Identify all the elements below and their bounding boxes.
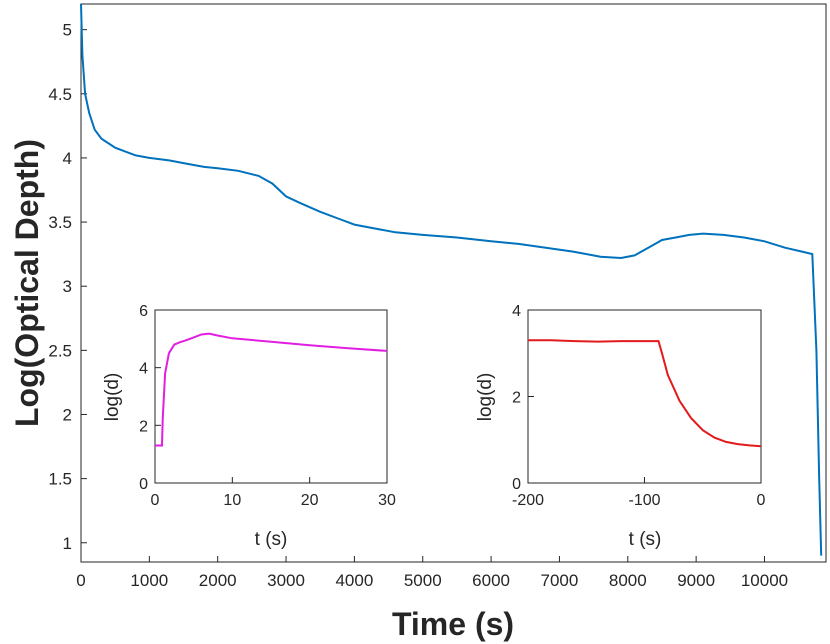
y-tick-label: 4.5 bbox=[48, 85, 72, 104]
x-tick-label: 8000 bbox=[609, 571, 647, 590]
x-tick-label: 30 bbox=[378, 492, 396, 509]
main-y-tick-labels: 1 1.5 2 2.5 3 3.5 4 4.5 5 bbox=[48, 21, 72, 553]
x-tick-label: 0 bbox=[757, 492, 766, 509]
y-tick-label: 1.5 bbox=[48, 470, 72, 489]
x-tick-label: 9000 bbox=[677, 571, 715, 590]
inset1-x-tick-labels: 0 10 20 30 bbox=[151, 492, 396, 509]
y-tick-label: 5 bbox=[63, 21, 72, 40]
inset-chart-2: -200 -100 0 0 2 4 t (s) log(d) bbox=[475, 303, 766, 550]
main-x-axis-label: Time (s) bbox=[392, 606, 514, 642]
inset1-series-line bbox=[155, 332, 388, 447]
main-y-axis-label: Log(Optical Depth) bbox=[9, 139, 45, 427]
inset1-x-axis-label: t (s) bbox=[255, 529, 288, 550]
inset2-ticks bbox=[527, 309, 762, 484]
y-tick-label: 4 bbox=[63, 149, 72, 168]
inset2-series-line bbox=[528, 339, 762, 448]
y-tick-label: 4 bbox=[512, 303, 521, 320]
inset2-y-tick-labels: 0 2 4 bbox=[512, 303, 521, 493]
inset2-x-axis-label: t (s) bbox=[629, 529, 662, 550]
x-tick-label: 3000 bbox=[267, 571, 305, 590]
inset1-plot-area bbox=[154, 309, 388, 484]
inset-chart-1: 0 10 20 30 0 2 4 6 t (s) log(d) bbox=[102, 303, 396, 550]
x-tick-label: 6000 bbox=[472, 571, 510, 590]
y-tick-label: 2.5 bbox=[48, 341, 72, 360]
x-tick-label: -200 bbox=[512, 492, 544, 509]
x-tick-label: 7000 bbox=[541, 571, 579, 590]
y-tick-label: 2 bbox=[63, 405, 72, 424]
x-tick-label: 20 bbox=[301, 492, 319, 509]
y-tick-label: 3.5 bbox=[48, 213, 72, 232]
x-tick-label: 0 bbox=[151, 492, 160, 509]
x-tick-label: 4000 bbox=[335, 571, 373, 590]
y-tick-label: 2 bbox=[512, 390, 521, 407]
x-tick-label: 0 bbox=[76, 571, 85, 590]
inset2-x-tick-labels: -200 -100 0 bbox=[512, 492, 766, 509]
y-tick-label: 0 bbox=[139, 476, 148, 493]
main-x-tick-labels: 0 1000 2000 3000 4000 5000 6000 7000 8000 9000 100… bbox=[76, 571, 788, 590]
x-tick-label: 5000 bbox=[404, 571, 442, 590]
x-tick-label: 10000 bbox=[741, 571, 788, 590]
inset1-y-axis-label: log(d) bbox=[102, 373, 123, 422]
y-tick-label: 6 bbox=[139, 303, 148, 320]
main-ticks bbox=[80, 29, 765, 562]
y-tick-label: 4 bbox=[139, 361, 148, 378]
x-tick-label: 2000 bbox=[199, 571, 237, 590]
y-tick-label: 0 bbox=[512, 476, 521, 493]
inset2-y-axis-label: log(d) bbox=[475, 373, 496, 422]
y-tick-label: 2 bbox=[139, 418, 148, 435]
main-series-line bbox=[80, 3, 823, 556]
x-tick-label: 10 bbox=[223, 492, 241, 509]
x-tick-label: 1000 bbox=[130, 571, 168, 590]
x-tick-label: -100 bbox=[628, 492, 660, 509]
y-tick-label: 3 bbox=[63, 277, 72, 296]
inset2-plot-area bbox=[527, 309, 762, 484]
inset1-ticks bbox=[154, 309, 388, 484]
y-tick-label: 1 bbox=[63, 534, 72, 553]
inset1-y-tick-labels: 0 2 4 6 bbox=[139, 303, 148, 493]
